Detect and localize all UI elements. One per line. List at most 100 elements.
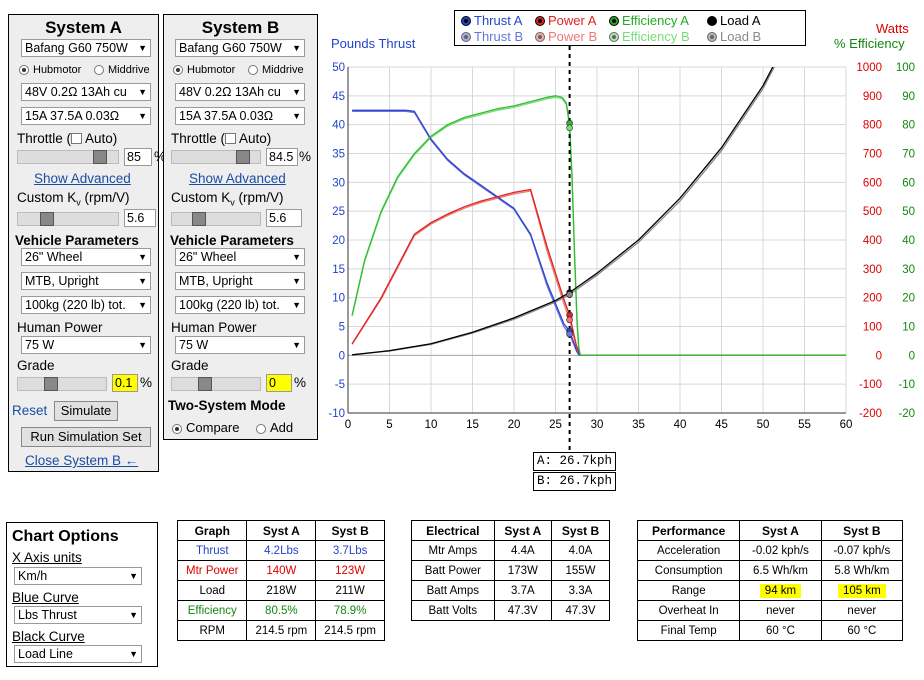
kv-slider-b[interactable] <box>171 212 261 226</box>
chevron-down-icon: ▼ <box>136 273 147 289</box>
human-power-select-b[interactable]: 75 W ▼ <box>175 336 305 354</box>
row-label: Overheat In <box>636 600 741 621</box>
wheel-select-b[interactable]: 26" Wheel ▼ <box>175 248 305 266</box>
simulate-button-a[interactable]: Simulate <box>54 401 118 421</box>
slider-handle[interactable] <box>192 212 206 226</box>
slider-handle[interactable] <box>92 150 107 164</box>
column-header: Performance <box>636 520 741 541</box>
syst-b-value: 214.5 rpm <box>315 620 385 641</box>
chevron-down-icon: ▼ <box>127 568 138 584</box>
auto-checkbox-b[interactable] <box>225 133 237 144</box>
row-label: Acceleration <box>636 540 741 561</box>
legend-item-power-a[interactable]: Power A <box>535 13 596 28</box>
watts-axis-title: Watts <box>876 21 909 36</box>
x-tick-label: 55 <box>798 419 811 431</box>
grade-slider-a[interactable] <box>17 377 107 391</box>
x-tick-label: 30 <box>591 419 604 431</box>
grade-input-a[interactable]: 0.1 <box>112 374 138 392</box>
human-power-select-a[interactable]: 75 W ▼ <box>21 336 151 354</box>
slider-handle[interactable] <box>236 150 251 164</box>
chart-legend: Thrust A Power A Efficiency A Load A Thrust … <box>454 10 806 46</box>
efficiency-tick-label: 0 <box>909 350 915 362</box>
motor-select-a[interactable]: Bafang G60 750W ▼ <box>21 39 151 57</box>
x-tick-label: 60 <box>840 419 853 431</box>
controller-select-b[interactable]: 15A 37.5A 0.03Ω ▼ <box>175 107 305 125</box>
motor-select-b[interactable]: Bafang G60 750W ▼ <box>175 39 305 57</box>
table-row: Batt Amps 3.7A 3.3A <box>411 580 610 601</box>
mass-select-a[interactable]: 100kg (220 lb) tot. ▼ <box>21 296 151 314</box>
table-header-row: Electrical Syst A Syst B <box>411 520 610 541</box>
series-line-thrust-a <box>352 109 846 356</box>
battery-select-b[interactable]: 48V 0.2Ω 13Ah cu ▼ <box>175 83 305 101</box>
table-row: Mtr Amps 4.4A 4.0A <box>411 540 610 561</box>
black-curve-select[interactable]: Load Line ▼ <box>14 645 142 663</box>
bike-select-b[interactable]: MTB, Upright ▼ <box>175 272 305 290</box>
legend-item-efficiency-b[interactable]: Efficiency B <box>609 29 690 44</box>
syst-a-value: 218W <box>246 580 317 601</box>
hubmotor-radio-b[interactable]: Hubmotor <box>173 64 235 76</box>
add-radio[interactable]: Add <box>256 420 293 435</box>
legend-item-load-a[interactable]: Load A <box>707 13 761 28</box>
system-a-panel: System A Bafang G60 750W ▼ Hubmotor Middr… <box>8 14 166 472</box>
syst-a-value: -0.02 kph/s <box>739 540 822 561</box>
reset-link-a[interactable]: Reset <box>12 403 48 418</box>
legend-item-load-b[interactable]: Load B <box>707 29 761 44</box>
graph-results-table: Graph Syst A Syst B Thrust 4.2Lbs 3.7Lbs Mtr P… <box>176 520 385 641</box>
throttle-slider-b[interactable] <box>171 150 261 164</box>
efficiency-tick-label: 10 <box>902 322 915 334</box>
mass-select-b[interactable]: 100kg (220 lb) tot. ▼ <box>175 296 305 314</box>
controller-select-a[interactable]: 15A 37.5A 0.03Ω ▼ <box>21 107 151 125</box>
throttle-input-b[interactable]: 84.5 <box>266 148 298 166</box>
close-system-b-link[interactable]: Close System B ← <box>25 453 139 468</box>
hubmotor-radio-a[interactable]: Hubmotor <box>19 64 81 76</box>
legend-item-thrust-b[interactable]: Thrust B <box>461 29 523 44</box>
efficiency-tick-label: 30 <box>902 264 915 276</box>
table-header-row: Graph Syst A Syst B <box>176 520 385 541</box>
throttle-slider-a[interactable] <box>17 150 119 164</box>
kv-input-a[interactable]: 5.6 <box>124 209 156 227</box>
radio-selected-icon <box>19 65 29 75</box>
auto-checkbox-a[interactable] <box>71 133 83 144</box>
column-header: Syst B <box>315 520 385 541</box>
show-advanced-link-a[interactable]: Show Advanced <box>34 171 131 186</box>
grade-slider-b[interactable] <box>171 377 261 391</box>
middrive-radio-a[interactable]: Middrive <box>94 64 150 76</box>
watts-tick-label: 800 <box>863 120 882 132</box>
watts-tick-label: 1000 <box>856 62 882 74</box>
compare-radio[interactable]: Compare <box>172 420 239 435</box>
show-advanced-link-b[interactable]: Show Advanced <box>189 171 286 186</box>
left-tick-label: 5 <box>339 322 345 334</box>
middrive-radio-b[interactable]: Middrive <box>248 64 304 76</box>
legend-item-thrust-a[interactable]: Thrust A <box>461 13 522 28</box>
battery-select-a[interactable]: 48V 0.2Ω 13Ah cu ▼ <box>21 83 151 101</box>
throttle-label-a: Throttle ( Auto) <box>17 131 118 146</box>
kv-input-b[interactable]: 5.6 <box>266 209 302 227</box>
grade-input-b[interactable]: 0 <box>266 374 292 392</box>
chevron-down-icon: ▼ <box>290 249 301 265</box>
legend-item-power-b[interactable]: Power B <box>535 29 597 44</box>
cursor-readout-a: A: 26.7kph <box>533 452 617 471</box>
blue-curve-select[interactable]: Lbs Thrust ▼ <box>14 606 142 624</box>
kv-slider-a[interactable] <box>17 212 119 226</box>
watts-tick-label: -200 <box>859 408 882 420</box>
wheel-select-a[interactable]: 26" Wheel ▼ <box>21 248 151 266</box>
left-tick-label: -10 <box>328 408 345 420</box>
throttle-input-a[interactable]: 85 <box>124 148 152 166</box>
legend-item-efficiency-a[interactable]: Efficiency A <box>609 13 689 28</box>
chevron-down-icon: ▼ <box>136 337 147 353</box>
legend-label: Efficiency A <box>622 13 689 28</box>
slider-handle[interactable] <box>44 377 58 391</box>
bike-select-a[interactable]: MTB, Upright ▼ <box>21 272 151 290</box>
efficiency-tick-label: 50 <box>902 206 915 218</box>
x-axis-units-select[interactable]: Km/h ▼ <box>14 567 142 585</box>
slider-handle[interactable] <box>198 377 212 391</box>
legend-marker-icon <box>535 16 545 26</box>
efficiency-tick-label: 20 <box>902 293 915 305</box>
slider-handle[interactable] <box>40 212 54 226</box>
chevron-down-icon: ▼ <box>290 84 301 100</box>
table-row: Load 218W 211W <box>176 580 385 601</box>
column-header: Syst B <box>820 520 904 541</box>
series-line-thrust-b <box>352 110 846 356</box>
run-simulation-set-button[interactable]: Run Simulation Set <box>21 427 151 447</box>
left-tick-label: 20 <box>332 235 345 247</box>
